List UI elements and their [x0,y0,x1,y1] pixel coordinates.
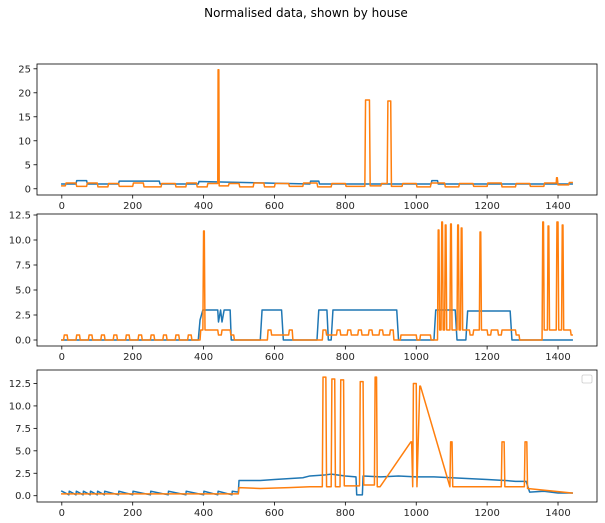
subplot-house-3: 0 200 400 600 800 1000 1200 1400 0.0 2.5 5.0 7.5 10.… [9,369,598,519]
y-tick-label: 7.5 [15,261,31,272]
y-tick-label: 0.0 [15,336,31,347]
series-line-1 [61,309,573,341]
x-tick-label: 600 [265,508,284,519]
y-tick-label: 2.5 [15,311,31,322]
y-tick-label: 5.0 [15,446,31,457]
x-tick-label: 200 [123,352,142,363]
x-tick-label: 1400 [545,201,570,212]
y-tick-label: 10.0 [9,236,31,247]
x-tick-label: 400 [194,201,213,212]
x-tick-label: 600 [265,352,284,363]
x-tick-label: 1200 [474,508,499,519]
x-tick-label: 1400 [545,508,570,519]
x-tick-label: 1200 [474,201,499,212]
y-tick-label: 25 [18,64,31,75]
x-tick-label: 600 [265,201,284,212]
x-tick-label: 800 [336,201,355,212]
axes-frame [36,369,598,503]
x-tick-label: 800 [336,352,355,363]
x-tick-label: 1000 [404,201,429,212]
x-tick-label: 0 [59,508,65,519]
y-tick-label: 10.0 [9,401,31,412]
y-tick-label: 0 [25,184,31,195]
x-tick-label: 1200 [474,352,499,363]
series-line-2 [61,221,573,341]
series-line-2 [61,69,573,188]
x-tick-label: 200 [123,201,142,212]
y-tick-label: 15 [18,112,31,123]
axes-frame [36,213,598,347]
subplot-house-1: 0 200 400 600 800 1000 1200 1400 0 5 10 15 20 25 [18,63,598,212]
x-tick-label: 0 [59,352,65,363]
y-tick-label: 10 [18,136,31,147]
x-tick-label: 1000 [404,508,429,519]
y-tick-label: 12.5 [9,379,31,390]
x-tick-label: 200 [123,508,142,519]
x-tick-label: 800 [336,508,355,519]
figure-title: Normalised data, shown by house [204,6,408,20]
y-tick-label: 5.0 [15,286,31,297]
y-tick-label: 20 [18,88,31,99]
series-line-2 [61,376,574,495]
y-tick-label: 2.5 [15,469,31,480]
y-tick-label: 12.5 [9,211,31,222]
y-tick-label: 7.5 [15,424,31,435]
x-tick-label: 400 [194,508,213,519]
x-tick-label: 1000 [404,352,429,363]
x-tick-label: 400 [194,352,213,363]
y-tick-label: 5 [25,160,31,171]
y-tick-label: 0.0 [15,491,31,502]
axes-frame [36,63,598,196]
x-tick-label: 1400 [545,352,570,363]
x-tick-label: 0 [59,201,65,212]
legend-box [581,374,593,384]
subplot-house-2: 0 200 400 600 800 1000 1200 1400 0.0 2.5 5.0 7.5 10.… [9,211,598,363]
